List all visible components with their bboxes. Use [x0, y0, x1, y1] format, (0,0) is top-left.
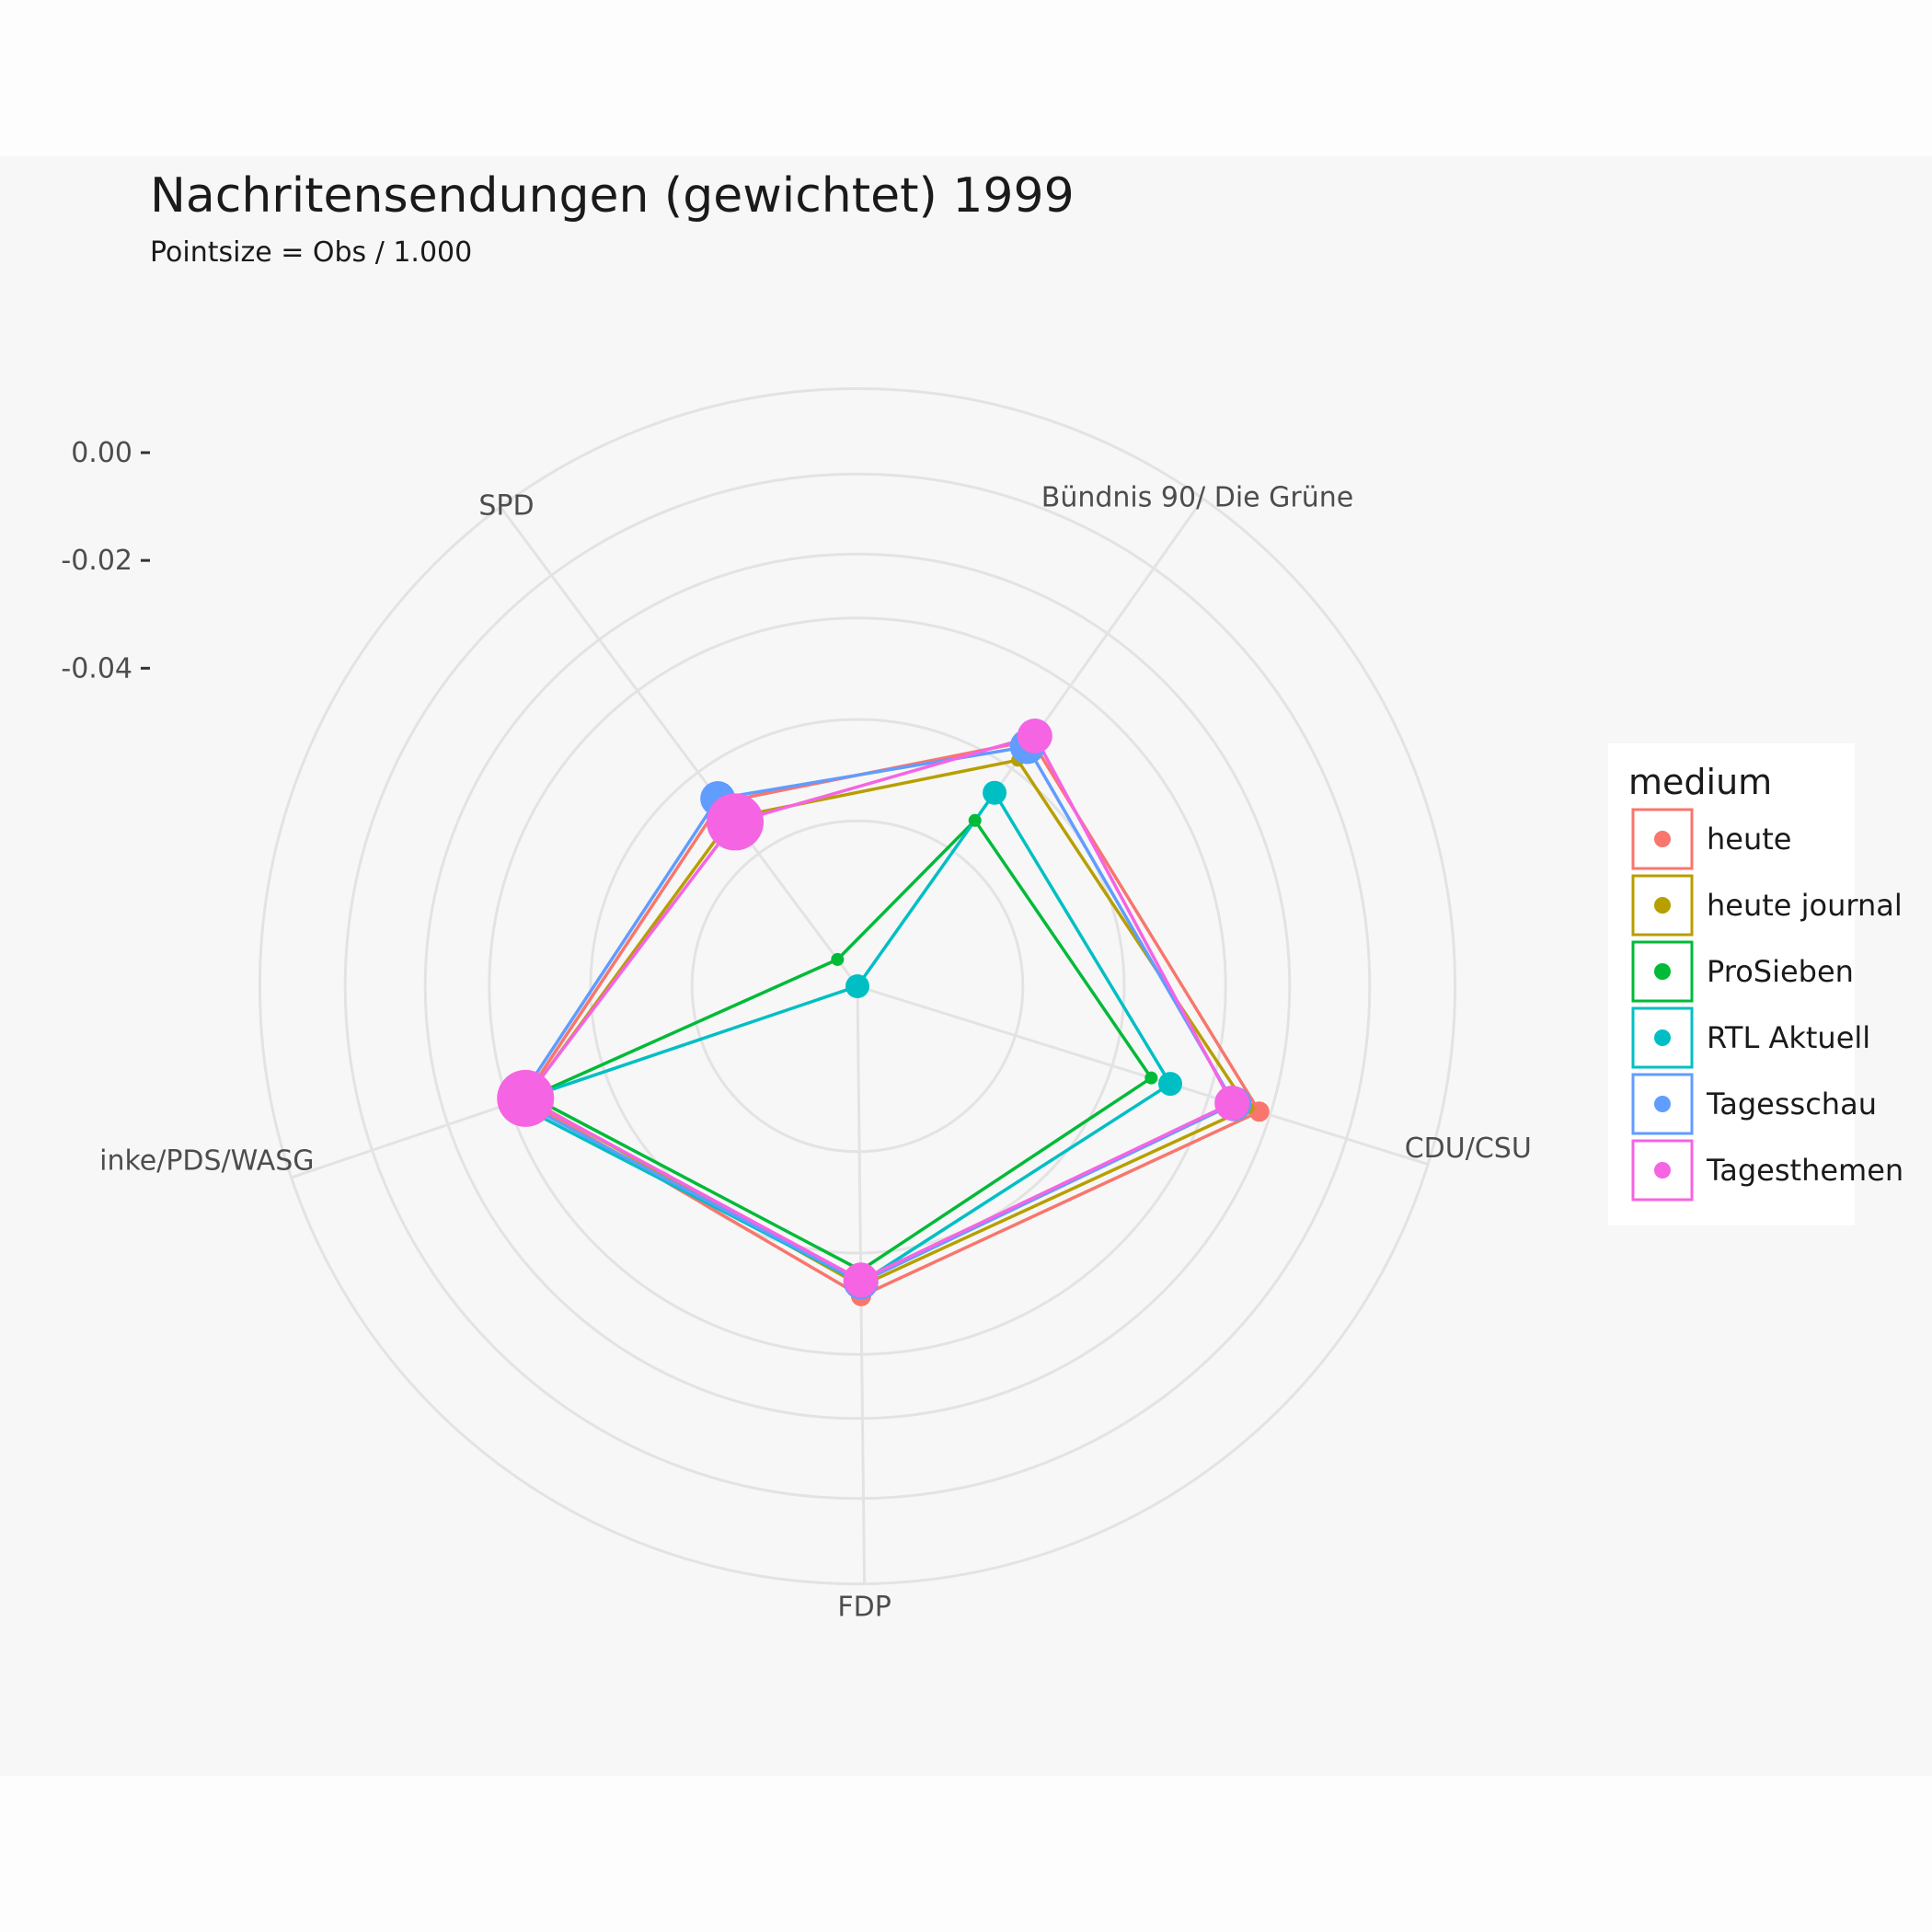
legend-dot-2: [1654, 963, 1671, 980]
axis-label-4: inke/PDS/WASG: [99, 1144, 314, 1177]
legend-key-1: [1631, 874, 1694, 937]
legend-key-0: [1631, 808, 1694, 870]
grid-circle: [343, 472, 1372, 1501]
grid-circle: [488, 616, 1227, 1356]
axis-label-0: SPD: [478, 490, 534, 523]
legend-dot-1: [1654, 897, 1671, 914]
legend-dot-5: [1654, 1162, 1671, 1179]
series-point-5-1: [1017, 719, 1052, 754]
series-point-3-2: [1158, 1072, 1183, 1097]
series-point-2-0: [831, 952, 845, 966]
axis-label-3: FDP: [837, 1592, 891, 1624]
legend-label-2: ProSieben: [1707, 954, 1854, 989]
chart-title: Nachritensendungen (gewichtet) 1999: [150, 168, 1075, 224]
legend-dot-3: [1654, 1029, 1671, 1046]
legend-key-2: [1631, 940, 1694, 1003]
axis-label-2: CDU/CSU: [1405, 1133, 1532, 1165]
legend-key-4: [1631, 1073, 1694, 1135]
grid-spoke: [857, 984, 1429, 1166]
axis-label-1: Bündnis 90/ Die Grüne: [1041, 482, 1353, 514]
r-tick-label: -0.04: [61, 652, 132, 684]
legend-dot-0: [1654, 831, 1671, 847]
grid-circle: [690, 819, 1025, 1154]
legend-key-5: [1631, 1139, 1694, 1202]
series-point-3-0: [845, 974, 869, 998]
legend-label-4: Tagesschau: [1706, 1087, 1877, 1121]
r-tick-label: -0.02: [61, 545, 132, 577]
legend-dot-4: [1654, 1096, 1671, 1112]
series-line-5: [523, 733, 1235, 1282]
grid-spoke: [499, 506, 859, 987]
axis-labels: SPD Bündnis 90/ Die Grüne CDU/CSU FDP inke/P…: [99, 482, 1532, 1624]
legend-key-3: [1631, 1006, 1694, 1069]
grid-circle: [423, 552, 1292, 1420]
series-point-0-2: [1248, 1101, 1270, 1122]
series-point-5-3: [843, 1262, 879, 1298]
legend-background: [1608, 743, 1855, 1225]
chart-subtitle: Pointsize = Obs / 1.000: [150, 236, 472, 269]
series-point-3-1: [983, 780, 1007, 805]
series-point-5-0: [707, 793, 765, 851]
r-axis-ticks: 0.00 -0.02 -0.04: [61, 437, 150, 684]
legend: medium heute heute journal ProSieben RTL Ak…: [1608, 743, 1903, 1225]
legend-title: medium: [1628, 762, 1772, 802]
series-point-5-4: [497, 1069, 555, 1127]
series-line-3: [509, 789, 1173, 1285]
series-layer: [497, 719, 1270, 1306]
legend-label-0: heute: [1707, 822, 1791, 857]
series-point-5-2: [1214, 1086, 1250, 1121]
r-tick-label: 0.00: [71, 437, 132, 469]
legend-label-3: RTL Aktuell: [1707, 1020, 1870, 1055]
grid-circle: [258, 386, 1457, 1586]
legend-label-1: heute journal: [1707, 888, 1903, 923]
series-line-4: [515, 744, 1236, 1284]
series-point-2-1: [968, 813, 982, 827]
legend-label-5: Tagesthemen: [1706, 1153, 1903, 1188]
grid-circle: [589, 718, 1126, 1255]
series-line-2: [527, 818, 1154, 1272]
series-point-2-2: [1144, 1071, 1158, 1085]
